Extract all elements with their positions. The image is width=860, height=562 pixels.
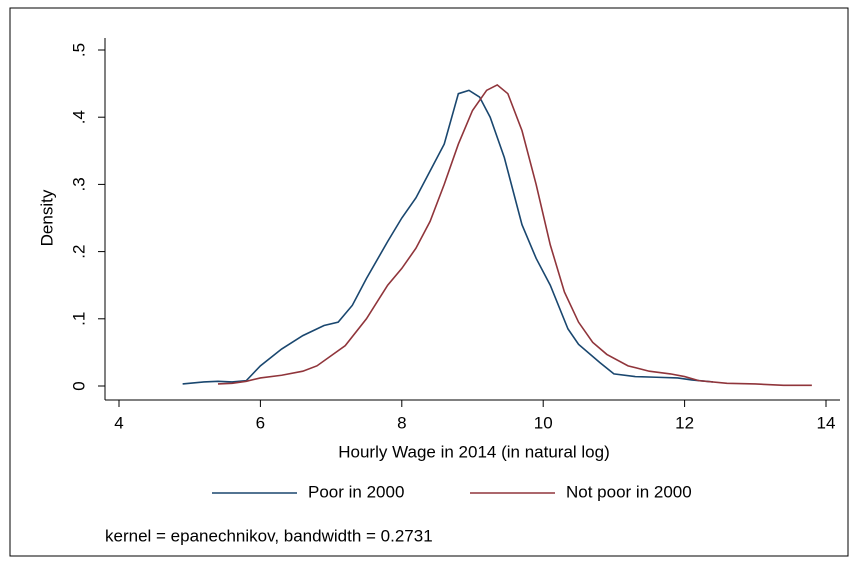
y-tick-label: .4 [69,110,88,124]
density-line [217,83,812,387]
y-tick-label: .2 [69,245,88,259]
y-tick-label: .5 [69,43,88,57]
y-axis-label: Density [37,189,56,246]
density-line [182,89,713,385]
note: kernel = epanechnikov, bandwidth = 0.273… [105,526,433,545]
chart-frame [9,7,849,557]
legend-label: Not poor in 2000 [566,482,692,501]
x-tick-label: 14 [817,413,836,432]
x-tick-label: 12 [675,413,694,432]
y-tick-label: .3 [69,177,88,191]
y-tick-label: 0 [69,381,88,390]
x-tick-label: 6 [256,413,265,432]
legend-label: Poor in 2000 [308,482,404,501]
x-tick-label: 10 [534,413,553,432]
x-tick-label: 8 [397,413,406,432]
x-axis-label: Hourly Wage in 2014 (in natural log) [338,442,610,461]
y-tick-label: .1 [69,312,88,326]
x-tick-label: 4 [114,413,123,432]
